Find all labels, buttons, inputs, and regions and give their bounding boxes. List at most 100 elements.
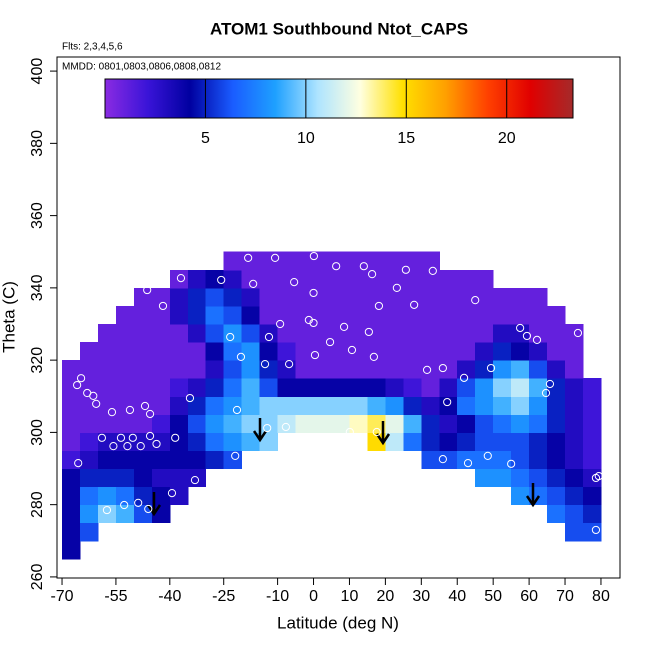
heat-cell [169,342,189,361]
arrows [146,418,541,517]
heat-cell [169,468,189,488]
observation-point [74,459,83,468]
observation-point [128,433,137,442]
observation-point [486,363,496,373]
heat-cell [187,378,207,397]
observation-point [369,352,378,361]
heat-cell [62,522,81,542]
heat-cell [79,360,99,379]
heat-cell [97,342,117,361]
heat-cell [457,305,476,325]
y-axis-label: Theta (C) [0,281,18,353]
heat-cell [493,396,512,415]
heat-cell [259,342,279,361]
heat-cell [313,305,332,325]
heat-cell [223,269,243,289]
observation-point [284,360,294,369]
heat-cell [439,360,458,379]
heat-cell [565,360,584,379]
observation-point [428,266,437,275]
heat-cell [582,432,602,451]
heat-cell [331,269,350,289]
heat-cell [169,305,189,325]
x-axis-label: Latitude (deg N) [277,613,399,632]
observation-point [73,380,82,390]
heat-cell [403,287,422,307]
observation-point [347,345,357,355]
x-tick-label: 60 [520,588,538,605]
heatmap [62,251,602,560]
heat-cell [403,305,422,325]
heat-cell [385,378,404,397]
x-tick-label: 70 [556,588,574,605]
heat-cell [493,450,512,470]
observation-point [116,433,126,442]
observation-point [401,265,410,274]
observation-point [591,525,601,535]
heat-cell [349,360,368,379]
heat-cell [457,414,476,433]
heat-cell [241,305,261,325]
observation-point [152,439,161,449]
observation-point [185,393,195,403]
heat-cell [457,342,476,361]
heat-cell [187,342,207,361]
observation-point [158,301,168,311]
heat-cell [187,269,207,289]
observation-point [244,253,253,262]
heat-cell [223,450,243,470]
heat-cell [133,360,153,379]
colorbar [104,78,574,119]
heat-cell [331,342,350,361]
heat-cell [385,324,404,343]
heat-cell [529,396,548,415]
heat-cell [547,414,566,433]
heat-cell [511,287,530,307]
heat-cell [403,396,422,415]
heat-cell [62,378,81,397]
heat-cell [331,324,350,343]
observation-point [372,427,381,437]
arrow [252,418,268,443]
heat-cell [169,287,189,307]
heat-cell [223,251,243,271]
heat-cell [511,486,530,506]
heat-cell [295,251,315,271]
heat-cell [565,396,584,415]
observation-point [176,274,186,283]
heat-cell [529,360,548,379]
heat-cell [223,305,243,325]
heat-cell [313,269,332,289]
heat-cell [529,414,548,433]
heat-cell [529,468,548,488]
heat-cell [187,468,207,488]
heat-cell [277,396,297,415]
heat-cell [475,360,494,379]
observation-point [190,475,200,485]
observation-point [295,240,304,249]
heat-cell [582,450,602,470]
heat-cell [493,414,512,433]
heat-cell [331,305,350,325]
heat-cell [151,360,171,379]
observation-point [332,262,341,271]
heat-cell [367,342,386,361]
heat-cell [547,504,566,524]
heat-cell [97,396,117,415]
heat-cell [151,396,171,415]
y-tick-label: 380 [29,130,46,157]
heat-cell [151,414,171,433]
heat-cell [511,432,530,451]
observation-point [167,488,177,498]
observation-point [438,363,447,373]
x-tick-label: 50 [484,588,502,605]
x-tick-label: -40 [158,588,181,605]
heat-cell [331,287,350,307]
observation-point [411,453,421,463]
observation-point [260,360,270,369]
heat-cell [439,378,458,397]
heat-cell [62,414,81,433]
heat-cell [403,324,422,343]
heat-cell [367,414,386,433]
heat-cell [97,486,117,506]
